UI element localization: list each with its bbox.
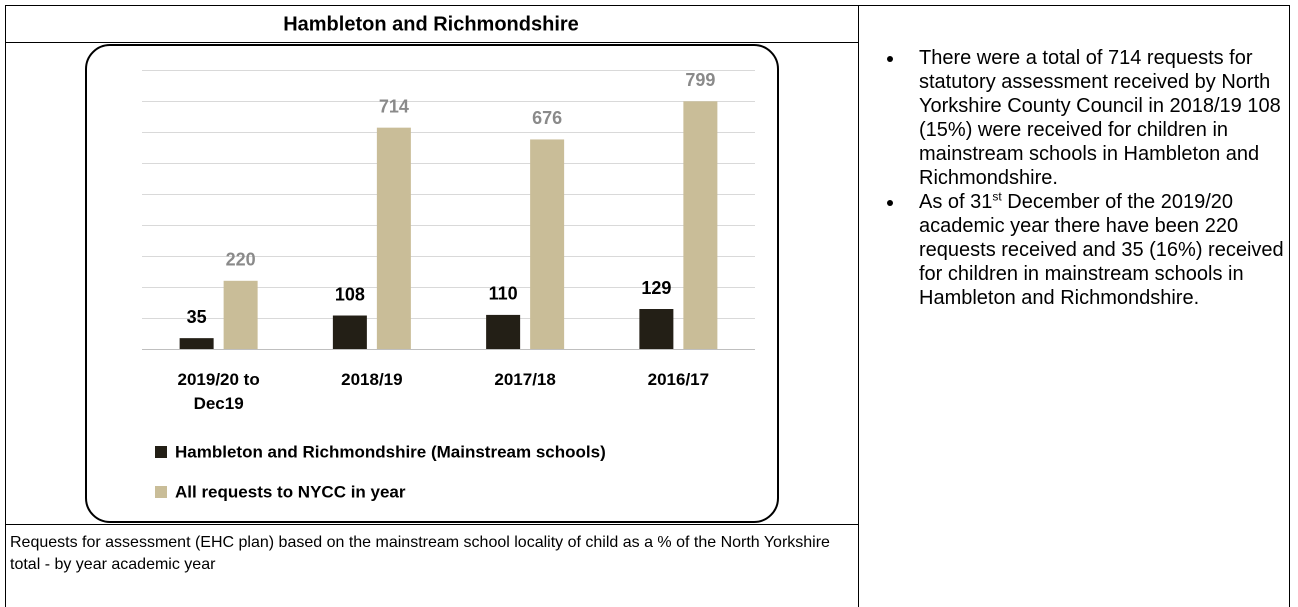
legend-label: Hambleton and Richmondshire (Mainstream …	[175, 442, 606, 461]
bar	[332, 315, 367, 349]
data-label: 676	[532, 108, 562, 128]
bullet-text: December of the 2019/20 academic year th…	[919, 191, 1284, 309]
bullet-text: As of 31	[919, 191, 993, 213]
data-label: 108	[335, 284, 365, 304]
data-label: 35	[187, 307, 207, 327]
bar	[486, 314, 521, 349]
x-tick-label: 2016/17	[647, 370, 710, 389]
superscript: st	[992, 189, 1002, 204]
data-label: 110	[489, 284, 518, 304]
caption: Requests for assessment (EHC plan) based…	[10, 534, 830, 573]
bar	[683, 101, 718, 349]
chart-frame	[85, 44, 779, 523]
bullet-list: There were a total of 714 requests for s…	[870, 46, 1298, 310]
bullet-text: There were a total of 714 requests for s…	[919, 47, 1281, 189]
bullet: As of 31st December of the 2019/20 acade…	[905, 190, 1298, 310]
data-label: 220	[226, 250, 256, 270]
legend-label: All requests to NYCC in year	[175, 482, 406, 501]
data-label: 799	[685, 70, 715, 90]
x-tick-label: 2018/19	[341, 370, 403, 389]
bar	[179, 338, 214, 349]
bar	[639, 309, 674, 349]
bar	[376, 127, 411, 349]
legend-swatch	[155, 446, 167, 458]
bullet: There were a total of 714 requests for s…	[905, 46, 1298, 190]
data-label: 714	[379, 96, 409, 116]
legend-swatch	[155, 486, 167, 498]
bar	[223, 280, 258, 349]
x-tick-label: 2019/20 to Dec19	[177, 370, 260, 413]
title: Hambleton and Richmondshire	[283, 13, 579, 35]
data-label: 129	[641, 278, 671, 298]
x-tick-label: 2017/18	[494, 370, 556, 389]
bar	[530, 139, 565, 349]
